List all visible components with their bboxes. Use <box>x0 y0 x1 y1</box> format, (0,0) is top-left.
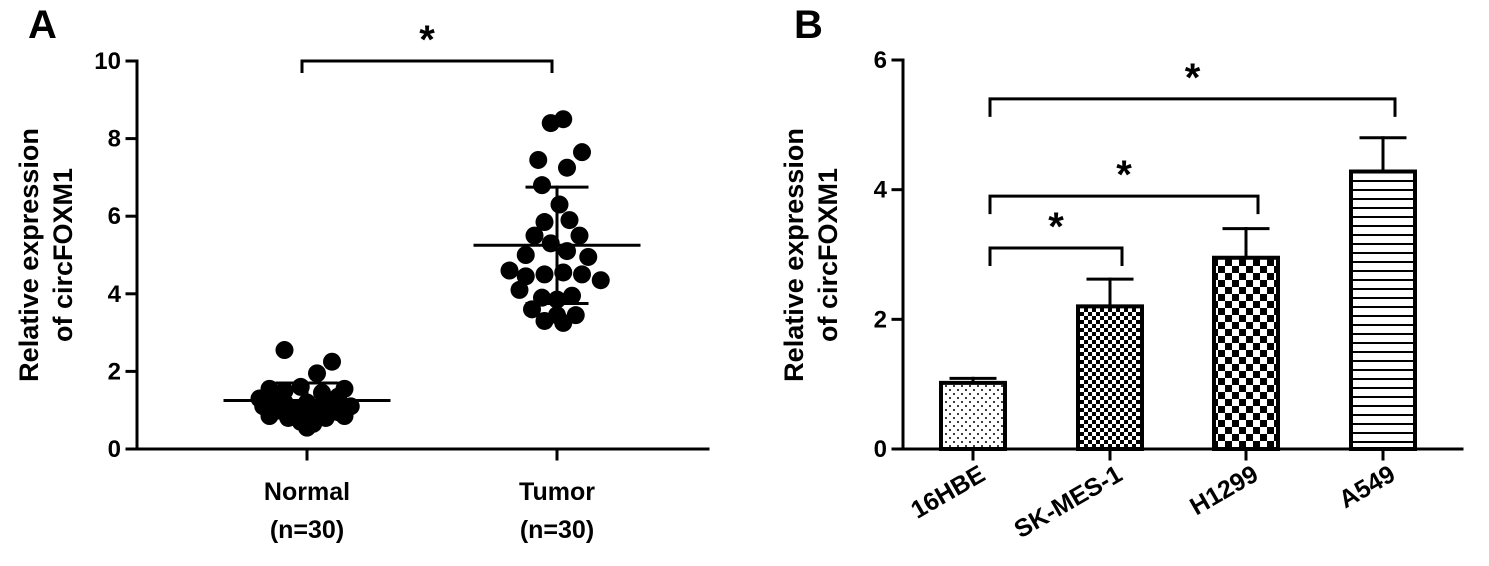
panel-b-category-label-2: H1299 <box>1185 460 1263 521</box>
panel-a-point-1-13 <box>516 246 535 264</box>
panel-b-comparison-mark-1: * <box>1116 153 1132 197</box>
panel-b-comparison-mark-0: * <box>1048 205 1064 249</box>
panel-b-ylabel-line2: of circFOXM1 <box>813 168 843 342</box>
panel-a-comparison-mark-0: * <box>419 18 435 62</box>
panel-b-comparison-mark-2: * <box>1185 56 1201 100</box>
panel-b-comparison-bracket-1 <box>988 194 1260 215</box>
panel-a-point-1-15 <box>500 261 519 280</box>
panel-a-point-1-21 <box>510 280 529 299</box>
panel-b-y-tick-label-1: 2 <box>874 306 887 333</box>
panel-a-point-0-17 <box>260 407 279 426</box>
panel-a-comparison-bracket-0 <box>300 59 554 73</box>
panel-a-point-1-29 <box>554 313 573 332</box>
panel-a-point-1-28 <box>535 311 554 330</box>
panel-a-ylabel-line2: of circFOXM1 <box>48 168 78 342</box>
panel-a-point-1-1 <box>554 110 573 129</box>
panel-a-point-0-27 <box>289 405 308 424</box>
panel-b-category-label-0: 16HBE <box>906 460 990 525</box>
panel-a-point-1-20 <box>591 271 610 290</box>
panel-a-point-1-4 <box>573 143 591 162</box>
panel-a-point-1-16 <box>516 267 535 286</box>
panel-a-point-1-9 <box>525 226 544 245</box>
panel-b-category-label-1: SK-MES-1 <box>1010 460 1128 544</box>
panel-b-y-tick-label-2: 4 <box>874 177 888 204</box>
panel-a-y-tick-label-3: 6 <box>108 203 121 230</box>
panel-b: B Relative expression of circFOXM1 0 2 4 6 1… <box>779 3 1464 544</box>
panel-a-label: A <box>28 3 57 47</box>
panel-a-point-1-24 <box>563 286 581 305</box>
panel-a-point-0-26 <box>306 405 325 424</box>
panel-a-point-1-14 <box>579 247 598 266</box>
panel-b-category-label-3: A549 <box>1334 460 1400 514</box>
panel-a-y-tick-label-4: 8 <box>108 126 121 153</box>
panel-a-category-1-line1: Tumor <box>519 478 595 506</box>
panel-a-point-0-5 <box>275 341 294 360</box>
panel-b-bar-1 <box>1076 304 1144 451</box>
panel-a-point-1-19 <box>573 265 591 284</box>
panel-a-point-1-6 <box>550 195 569 214</box>
panel-b-bar-0 <box>939 380 1007 451</box>
panel-a-point-1-2 <box>529 150 548 169</box>
panel-a-y-tick-label-2: 4 <box>108 281 122 308</box>
panel-a-point-1-10 <box>570 226 589 245</box>
panel-a-point-1-11 <box>541 234 560 253</box>
panel-a: A Relative expression of circFOXM1 Norma… <box>14 3 710 544</box>
panel-a-point-0-25 <box>275 393 294 412</box>
panel-a-y-tick-label-5: 10 <box>94 48 121 75</box>
panel-a-ylabel-line1: Relative expression <box>14 128 44 382</box>
panel-a-point-0-23 <box>298 418 316 437</box>
panel-b-comparison-bracket-2 <box>988 97 1397 117</box>
panel-a-category-1-line2: (n=30) <box>520 516 594 544</box>
panel-a-point-1-17 <box>535 265 554 284</box>
panel-a-y-tick-label-0: 0 <box>108 436 121 463</box>
panel-b-bar-3 <box>1349 169 1417 451</box>
panel-b-label: B <box>794 3 823 47</box>
panel-b-y-tick-label-3: 6 <box>874 47 887 74</box>
panel-b-bar-2 <box>1212 255 1280 451</box>
panel-a-point-1-7 <box>535 213 554 232</box>
panel-a-point-1-18 <box>554 263 573 282</box>
panel-a-point-0-29 <box>250 389 269 408</box>
panel-a-category-0-line2: (n=30) <box>270 516 344 544</box>
panel-b-comparison-bracket-0 <box>988 246 1124 267</box>
panel-a-point-1-8 <box>560 211 579 230</box>
panel-a-point-1-3 <box>558 158 576 177</box>
panel-a-category-0-line1: Normal <box>264 478 350 506</box>
panel-a-point-0-3 <box>308 364 326 383</box>
panel-b-y-tick-label-0: 0 <box>874 436 887 463</box>
panel-a-point-0-4 <box>323 352 341 371</box>
panel-a-point-1-5 <box>533 176 551 195</box>
panel-a-y-tick-label-1: 2 <box>108 358 121 385</box>
panel-b-ylabel-line1: Relative expression <box>779 128 809 382</box>
